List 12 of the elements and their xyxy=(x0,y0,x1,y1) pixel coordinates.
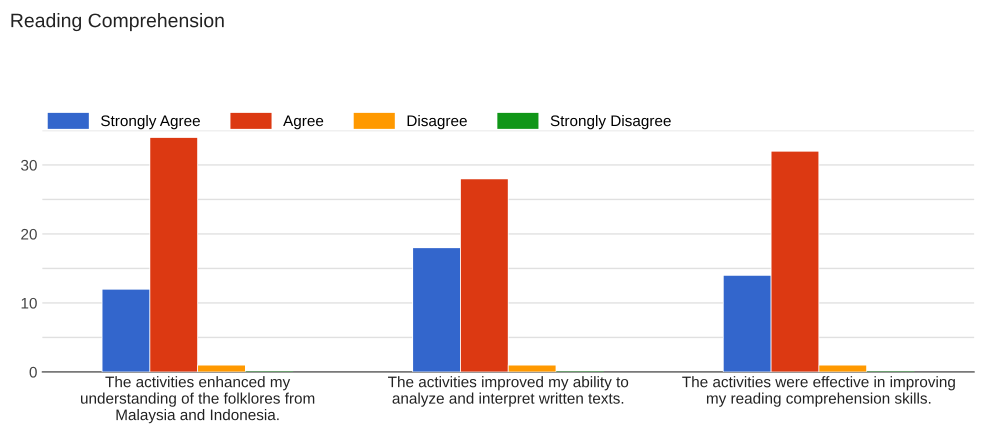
legend-label: Disagree xyxy=(408,114,467,130)
x-tick-label: The activities enhanced my understanding of the folklores from Malaysia and Indonesia. xyxy=(81,376,314,424)
legend-label: Agree xyxy=(283,116,324,130)
y-tick-label: 30 xyxy=(21,160,37,171)
y-tick-label: 0 xyxy=(30,366,37,378)
y-tick-label: 20 xyxy=(21,228,37,240)
legend-label: Strongly Agree xyxy=(101,114,200,130)
x-tick-label: The activities were effective in improving my reading comprehension skills. xyxy=(682,376,955,407)
legend-label: Strongly Disagree xyxy=(550,114,671,130)
x-tick-label: The activities improved my ability to analyze and interpret written texts. xyxy=(388,376,628,407)
chart-title: Reading Comprehension xyxy=(11,13,224,32)
y-tick-label: 10 xyxy=(22,298,37,309)
